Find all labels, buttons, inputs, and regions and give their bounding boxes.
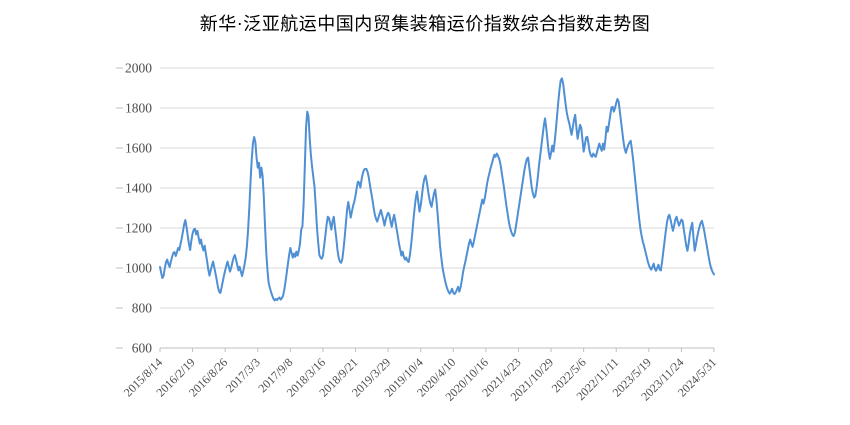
y-tick-label: 1400 bbox=[125, 181, 152, 196]
series-line bbox=[159, 77, 715, 302]
y-tick-label: 1600 bbox=[125, 141, 152, 156]
chart-title: 新华·泛亚航运中国内贸集装箱运价指数综合指数走势图 bbox=[199, 14, 651, 34]
x-tick-label: 2017/3/3 bbox=[223, 355, 263, 395]
y-tick-label: 800 bbox=[132, 301, 153, 316]
y-tick-label: 1800 bbox=[125, 101, 152, 116]
y-tick-label: 2000 bbox=[125, 61, 152, 76]
y-tick-label: 1200 bbox=[125, 221, 152, 236]
y-tick-label: 1000 bbox=[125, 261, 152, 276]
y-tick-label: 600 bbox=[132, 341, 153, 356]
